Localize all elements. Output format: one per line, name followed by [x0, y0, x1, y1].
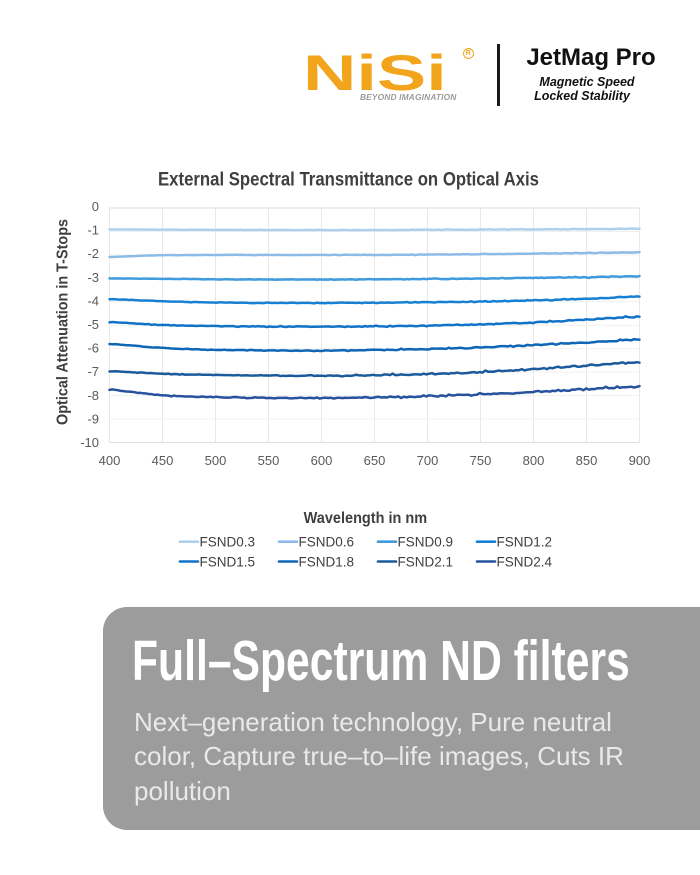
svg-text:-9: -9: [87, 411, 99, 426]
svg-text:850: 850: [576, 453, 598, 468]
svg-text:FSND0.9: FSND0.9: [398, 535, 454, 550]
svg-text:-4: -4: [87, 293, 99, 308]
svg-text:FSND1.2: FSND1.2: [497, 535, 553, 550]
svg-text:External Spectral Transmittanc: External Spectral Transmittance on Optic…: [158, 168, 539, 190]
svg-text:-3: -3: [87, 270, 99, 285]
svg-text:FSND0.3: FSND0.3: [200, 535, 256, 550]
svg-text:-7: -7: [87, 364, 99, 379]
svg-text:450: 450: [152, 453, 174, 468]
svg-text:FSND0.6: FSND0.6: [299, 535, 355, 550]
svg-text:900: 900: [629, 453, 651, 468]
svg-text:Wavelength in nm: Wavelength in nm: [304, 510, 428, 527]
svg-text:FSND1.5: FSND1.5: [200, 554, 256, 569]
svg-text:FSND2.4: FSND2.4: [497, 554, 553, 569]
svg-text:FSND2.1: FSND2.1: [398, 554, 454, 569]
svg-text:-1: -1: [87, 223, 99, 238]
svg-text:600: 600: [311, 453, 333, 468]
svg-text:-6: -6: [87, 341, 99, 356]
svg-text:-5: -5: [87, 317, 99, 332]
svg-text:Optical Attenuation in T-Stops: Optical Attenuation in T-Stops: [54, 219, 71, 425]
svg-text:400: 400: [99, 453, 121, 468]
svg-text:-8: -8: [87, 388, 99, 403]
svg-text:-10: -10: [80, 435, 99, 450]
svg-text:750: 750: [470, 453, 492, 468]
svg-text:-2: -2: [87, 246, 99, 261]
svg-text:550: 550: [258, 453, 280, 468]
svg-text:650: 650: [364, 453, 386, 468]
svg-text:700: 700: [417, 453, 439, 468]
svg-text:0: 0: [92, 199, 99, 214]
svg-text:500: 500: [205, 453, 227, 468]
svg-text:FSND1.8: FSND1.8: [299, 554, 355, 569]
svg-text:800: 800: [523, 453, 545, 468]
